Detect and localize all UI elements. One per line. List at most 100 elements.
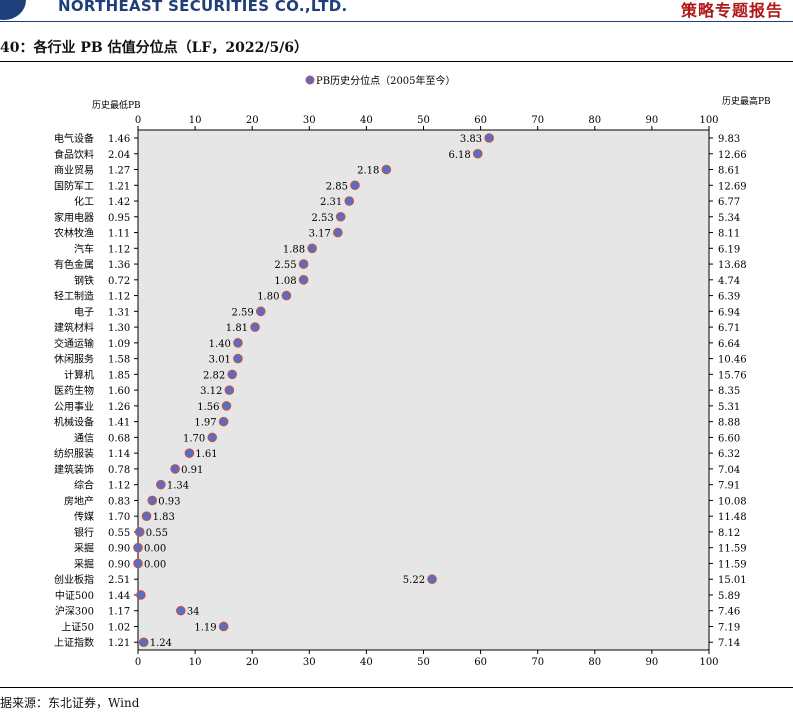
current-pb-label: 3.01 xyxy=(209,355,231,366)
min-pb-label: 1.46 xyxy=(108,134,130,145)
percentile-point xyxy=(307,243,317,254)
x-tick-label-top: 10 xyxy=(189,115,202,126)
x-tick-label-bottom: 90 xyxy=(646,657,659,668)
max-pb-label: 6.19 xyxy=(718,244,740,255)
percentile-point xyxy=(184,448,195,458)
min-pb-label: 1.17 xyxy=(108,607,130,618)
industry-label: 房地产 xyxy=(64,494,94,507)
percentile-point xyxy=(134,527,145,537)
industry-label: 采掘 xyxy=(74,542,94,555)
percentile-point xyxy=(227,369,238,380)
industry-label: 电子 xyxy=(74,305,94,318)
industry-label: 休闲服务 xyxy=(54,353,94,366)
min-pb-label: 1.14 xyxy=(108,449,130,460)
current-pb-label: 1.08 xyxy=(274,276,296,287)
current-pb-label: 1.40 xyxy=(209,339,231,350)
industry-label: 医药生物 xyxy=(54,384,94,397)
current-pb-label: 1.24 xyxy=(150,638,172,649)
min-pb-label: 1.21 xyxy=(108,181,130,192)
current-pb-label: 1.56 xyxy=(197,402,219,413)
max-pb-label: 10.46 xyxy=(718,355,747,366)
current-pb-label: 3.83 xyxy=(460,134,482,145)
x-tick-label-top: 30 xyxy=(303,115,316,126)
max-pb-label: 7.46 xyxy=(718,607,740,618)
current-pb-label: 0.91 xyxy=(181,465,203,476)
max-pb-label: 8.88 xyxy=(718,418,740,429)
industry-label: 上证50 xyxy=(61,621,94,633)
max-pb-label: 5.34 xyxy=(718,213,740,224)
min-pb-label: 1.26 xyxy=(108,402,130,413)
x-tick-label-bottom: 40 xyxy=(360,657,373,668)
industry-label: 创业板指 xyxy=(54,573,94,586)
min-pb-label: 1.12 xyxy=(108,481,130,492)
percentile-point xyxy=(298,259,309,269)
percentile-point xyxy=(156,479,166,490)
min-pb-label: 0.72 xyxy=(108,276,130,287)
industry-label: 家用电器 xyxy=(54,211,94,224)
min-pb-label: 1.12 xyxy=(108,292,130,303)
x-tick-label-top: 40 xyxy=(360,115,373,126)
industry-label: 国防军工 xyxy=(54,179,94,192)
min-pb-label: 1.11 xyxy=(108,229,130,240)
x-tick-label-top: 80 xyxy=(588,115,601,126)
min-pb-label: 1.85 xyxy=(108,370,130,381)
x-tick-label-top: 70 xyxy=(531,115,544,126)
percentile-point xyxy=(133,542,143,553)
current-pb-label: 1.70 xyxy=(183,433,205,444)
current-pb-label: 0.00 xyxy=(144,544,166,555)
percentile-point xyxy=(218,416,229,427)
max-pb-label: 15.01 xyxy=(718,575,747,586)
current-pb-label: 2.82 xyxy=(203,370,225,381)
max-pb-label: 6.71 xyxy=(718,323,740,334)
percentile-point xyxy=(207,432,218,443)
title-divider xyxy=(0,61,793,62)
current-pb-label: 5.22 xyxy=(403,575,425,586)
max-pb-label: 12.69 xyxy=(718,181,747,192)
max-pb-label: 6.94 xyxy=(718,307,740,318)
percentile-point xyxy=(136,590,146,600)
min-pb-label: 1.58 xyxy=(108,355,130,366)
min-pb-label: 2.51 xyxy=(108,575,130,586)
current-pb-label: 2.31 xyxy=(320,197,342,208)
min-pb-label: 1.36 xyxy=(108,260,130,271)
min-pb-label: 1.41 xyxy=(108,418,130,429)
current-pb-label: 1.19 xyxy=(194,622,216,633)
min-pb-label: 1.27 xyxy=(108,166,130,177)
industry-label: 商业贸易 xyxy=(54,164,94,177)
max-pb-label: 7.91 xyxy=(718,481,740,492)
max-pb-label: 9.83 xyxy=(718,134,740,145)
industry-label: 化工 xyxy=(74,195,94,208)
min-pb-label: 1.70 xyxy=(108,512,130,523)
max-pb-label: 11.59 xyxy=(718,544,747,555)
percentile-point xyxy=(427,574,437,585)
current-pb-label: 1.97 xyxy=(194,418,216,429)
percentile-point xyxy=(472,148,483,159)
percentile-point xyxy=(250,322,260,332)
percentile-point xyxy=(255,306,266,317)
current-pb-label: 3.17 xyxy=(309,229,331,240)
company-logo xyxy=(0,0,26,20)
report-type-label: 策略专题报告 xyxy=(680,1,783,20)
industry-label: 钢铁 xyxy=(74,274,94,287)
min-pb-label: 1.21 xyxy=(108,638,130,649)
percentile-point xyxy=(233,338,243,348)
percentile-point xyxy=(147,495,158,506)
min-pb-label: 0.95 xyxy=(108,213,130,224)
percentile-point xyxy=(298,275,309,285)
min-pb-label: 1.02 xyxy=(108,622,130,633)
percentile-point xyxy=(141,511,152,521)
max-pb-label: 8.12 xyxy=(718,528,740,539)
percentile-point xyxy=(344,196,355,206)
min-pb-label: 0.83 xyxy=(108,496,130,507)
max-pb-label: 6.39 xyxy=(718,292,740,303)
percentile-point xyxy=(218,621,229,632)
percentile-point xyxy=(233,353,243,364)
max-pb-label: 7.19 xyxy=(718,622,740,633)
max-pb-label: 8.61 xyxy=(718,166,740,177)
data-source: 据来源：东北证券，Wind xyxy=(0,696,140,710)
max-pb-label: 12.66 xyxy=(718,150,747,161)
max-pb-label: 6.32 xyxy=(718,449,740,460)
current-pb-label: 1.80 xyxy=(257,292,279,303)
left-axis-title: 历史最低PB xyxy=(92,99,141,111)
industry-label: 轻工制造 xyxy=(54,290,94,303)
